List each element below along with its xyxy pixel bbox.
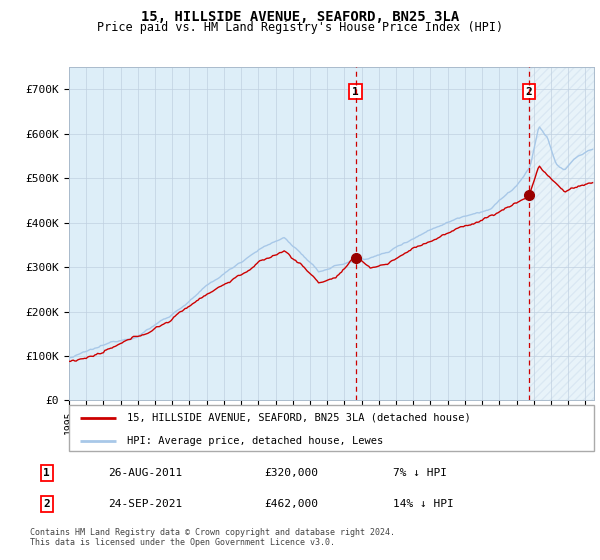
Text: Price paid vs. HM Land Registry's House Price Index (HPI): Price paid vs. HM Land Registry's House … xyxy=(97,21,503,34)
Text: HPI: Average price, detached house, Lewes: HPI: Average price, detached house, Lewe… xyxy=(127,436,383,446)
Bar xyxy=(529,67,594,400)
Text: 1: 1 xyxy=(43,468,50,478)
Text: 15, HILLSIDE AVENUE, SEAFORD, BN25 3LA (detached house): 15, HILLSIDE AVENUE, SEAFORD, BN25 3LA (… xyxy=(127,413,470,423)
Text: 2: 2 xyxy=(43,499,50,509)
Text: £320,000: £320,000 xyxy=(265,468,319,478)
Bar xyxy=(529,67,594,400)
Text: 26-AUG-2011: 26-AUG-2011 xyxy=(108,468,182,478)
Text: 7% ↓ HPI: 7% ↓ HPI xyxy=(392,468,446,478)
Text: 14% ↓ HPI: 14% ↓ HPI xyxy=(392,499,454,509)
FancyBboxPatch shape xyxy=(69,405,594,451)
Text: Contains HM Land Registry data © Crown copyright and database right 2024.
This d: Contains HM Land Registry data © Crown c… xyxy=(30,528,395,547)
Text: 15, HILLSIDE AVENUE, SEAFORD, BN25 3LA: 15, HILLSIDE AVENUE, SEAFORD, BN25 3LA xyxy=(141,10,459,24)
Text: £462,000: £462,000 xyxy=(265,499,319,509)
Text: 2: 2 xyxy=(526,87,532,97)
Text: 24-SEP-2021: 24-SEP-2021 xyxy=(108,499,182,509)
Text: 1: 1 xyxy=(352,87,359,97)
